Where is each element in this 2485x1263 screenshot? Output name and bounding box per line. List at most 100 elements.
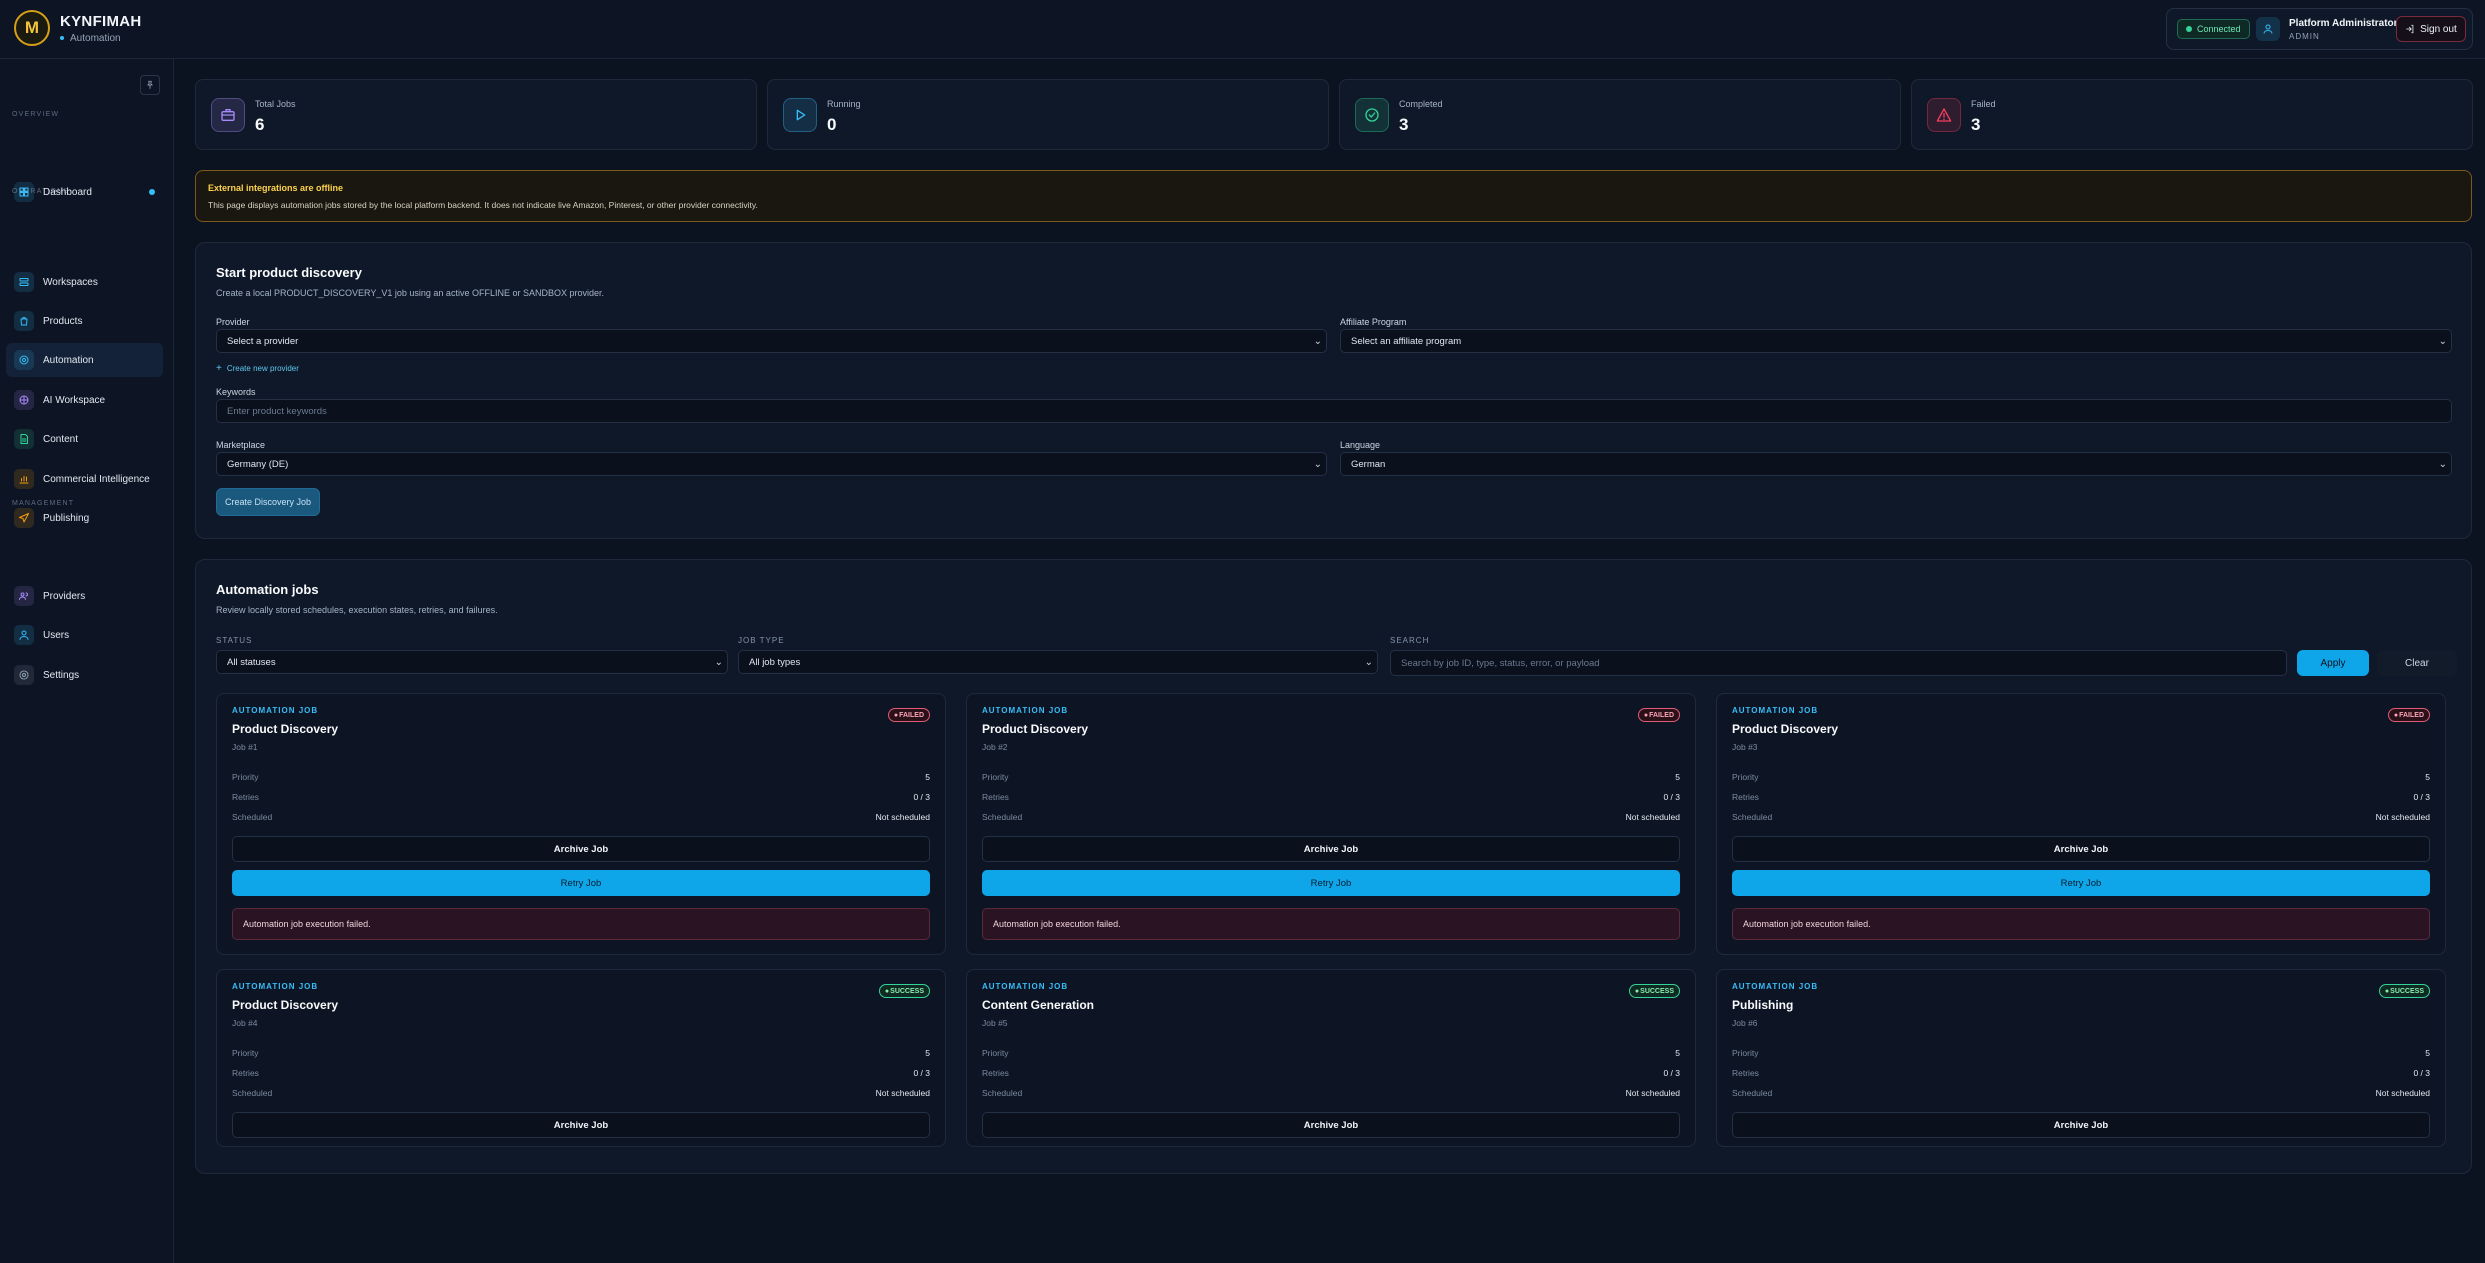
sidebar-item-label: Commercial Intelligence	[43, 473, 150, 485]
providers-icon	[19, 592, 28, 600]
provider-select[interactable]: Select a provider ⌄	[216, 329, 1327, 353]
search-label: SEARCH	[1390, 636, 1430, 645]
create-discovery-job-button[interactable]: Create Discovery Job	[216, 488, 320, 516]
retry-job-button[interactable]: Retry Job	[982, 870, 1680, 896]
job-retries-row: Retries 0 / 3	[982, 1068, 1680, 1078]
stat-value: 3	[1971, 115, 1981, 134]
sidebar-section-overview: OVERVIEW	[12, 111, 60, 118]
status-badge-label: SUCCESS	[890, 987, 924, 995]
sidebar-item-label: Automation	[43, 354, 94, 366]
job-scheduled-row: Scheduled Not scheduled	[1732, 1088, 2430, 1098]
sign-out-button[interactable]: Sign out	[2396, 16, 2466, 42]
job-title: Publishing	[1732, 998, 1794, 1012]
alert-title: External integrations are offline	[208, 183, 344, 193]
affiliate-program-select[interactable]: Select an affiliate program ⌄	[1340, 329, 2452, 353]
archive-job-button[interactable]: Archive Job	[232, 1112, 930, 1138]
stat-card: Running 0	[767, 79, 1329, 150]
check-circle-icon	[1365, 108, 1379, 122]
sidebar-item-label: Providers	[43, 590, 86, 602]
sidebar-item-ai-workspace[interactable]: AI Workspace	[6, 383, 163, 417]
play-icon	[796, 109, 806, 121]
job-card-tag: AUTOMATION JOB	[1732, 706, 1819, 715]
briefcase-icon	[221, 109, 235, 121]
status-badge: ● SUCCESS	[1628, 984, 1680, 998]
automation-jobs-panel: Automation jobs Review locally stored sc…	[195, 559, 2472, 1174]
job-card-tag: AUTOMATION JOB	[982, 706, 1069, 715]
sidebar-item-commercial-intelligence[interactable]: Commercial Intelligence	[6, 462, 163, 496]
job-type-filter-select[interactable]: All job types ⌄	[738, 650, 1378, 674]
stat-card: Total Jobs 6	[195, 79, 757, 150]
stat-value: 3	[1399, 115, 1409, 134]
retries-label: Retries	[982, 1068, 1009, 1078]
sign-out-label: Sign out	[2420, 23, 2457, 35]
retry-job-button[interactable]: Retry Job	[1732, 870, 2430, 896]
sidebar-icon-wrap	[14, 469, 34, 489]
job-card: AUTOMATION JOB ● FAILED Product Discovery Jo…	[216, 693, 946, 955]
user-box: Connected Platform Administrator ADMIN S…	[2166, 8, 2473, 50]
scheduled-label: Scheduled	[1732, 1088, 1773, 1098]
pin-sidebar-button[interactable]	[140, 75, 160, 95]
archive-job-button[interactable]: Archive Job	[982, 1112, 1680, 1138]
apply-button[interactable]: Apply	[2297, 650, 2369, 676]
sidebar-item-workspaces[interactable]: Workspaces	[6, 265, 163, 299]
retries-value: 0 / 3	[913, 1068, 930, 1078]
job-id: Job #5	[982, 1018, 1008, 1028]
job-priority-row: Priority 5	[1732, 772, 2430, 782]
active-indicator-icon	[149, 189, 155, 195]
stat-label: Completed	[1399, 99, 1443, 109]
sidebar-item-label: AI Workspace	[43, 394, 106, 406]
language-select[interactable]: German ⌄	[1340, 452, 2452, 476]
sidebar-item-providers[interactable]: Providers	[6, 579, 163, 613]
archive-job-button[interactable]: Archive Job	[982, 836, 1680, 862]
status-badge: ● FAILED	[1637, 708, 1680, 722]
scheduled-value: Not scheduled	[875, 812, 930, 822]
status-badge-label: FAILED	[2399, 711, 2424, 719]
job-priority-row: Priority 5	[1732, 1048, 2430, 1058]
marketplace-select[interactable]: Germany (DE) ⌄	[216, 452, 1327, 476]
connection-status: Connected	[2197, 24, 2241, 34]
job-card-tag: AUTOMATION JOB	[232, 982, 319, 991]
alert-description: This page displays automation jobs store…	[208, 200, 758, 210]
sidebar-item-automation[interactable]: Automation	[6, 343, 163, 377]
priority-value: 5	[2425, 772, 2430, 782]
sidebar-icon-wrap	[14, 625, 34, 645]
sidebar-icon-wrap	[14, 586, 34, 606]
job-id: Job #6	[1732, 1018, 1758, 1028]
retries-value: 0 / 3	[2413, 792, 2430, 802]
sidebar-item-users[interactable]: Users	[6, 618, 163, 652]
job-card: AUTOMATION JOB ● SUCCESS Publishing Job #6 Pr…	[1716, 969, 2446, 1147]
sidebar-item-settings[interactable]: Settings	[6, 658, 163, 692]
sidebar-icon-wrap	[14, 508, 34, 528]
keywords-input[interactable]: Enter product keywords	[216, 399, 2452, 423]
create-new-provider-link[interactable]: + Create new provider	[216, 363, 299, 374]
job-id: Job #2	[982, 742, 1008, 752]
sidebar-item-products[interactable]: Products	[6, 304, 163, 338]
sidebar-item-dashboard[interactable]: Dashboard	[6, 175, 163, 209]
sidebar: OVERVIEW OPERATIONS MANAGEMENT Dashboard…	[0, 59, 174, 1263]
scheduled-label: Scheduled	[232, 1088, 273, 1098]
status-filter-select[interactable]: All statuses ⌄	[216, 650, 728, 674]
brand[interactable]: M KYNFIMAH Automation	[14, 10, 142, 46]
sidebar-icon-wrap	[14, 350, 34, 370]
user-name: Platform Administrator	[2289, 18, 2398, 29]
user-role: ADMIN	[2289, 32, 2320, 41]
job-title: Product Discovery	[232, 722, 339, 736]
clear-button[interactable]: Clear	[2377, 650, 2457, 676]
retry-job-button[interactable]: Retry Job	[232, 870, 930, 896]
sidebar-item-publishing[interactable]: Publishing	[6, 501, 163, 535]
job-title: Product Discovery	[982, 722, 1089, 736]
job-card-tag: AUTOMATION JOB	[232, 706, 319, 715]
job-retries-row: Retries 0 / 3	[982, 792, 1680, 802]
chevron-down-icon: ⌄	[2438, 459, 2447, 470]
scheduled-label: Scheduled	[982, 812, 1023, 822]
sidebar-item-content[interactable]: Content	[6, 422, 163, 456]
status-badge: ● FAILED	[887, 708, 930, 722]
job-card: AUTOMATION JOB ● SUCCESS Content Generation…	[966, 969, 1696, 1147]
status-badge-label: FAILED	[899, 711, 924, 719]
archive-job-button[interactable]: Archive Job	[232, 836, 930, 862]
job-card: AUTOMATION JOB ● FAILED Product Discovery Jo…	[1716, 693, 2446, 955]
archive-job-button[interactable]: Archive Job	[1732, 1112, 2430, 1138]
search-input[interactable]: Search by job ID, type, status, error, o…	[1390, 650, 2287, 676]
language-label: Language	[1340, 440, 1381, 450]
archive-job-button[interactable]: Archive Job	[1732, 836, 2430, 862]
